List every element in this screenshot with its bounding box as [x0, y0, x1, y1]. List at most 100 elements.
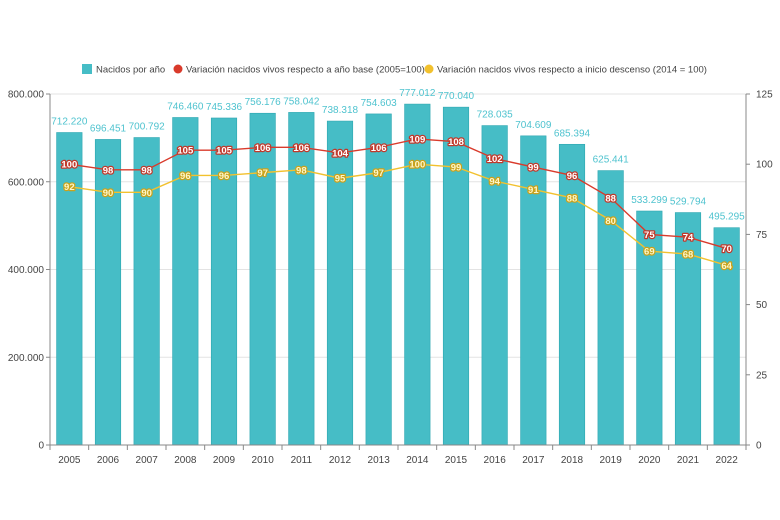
line-point-label: 74: [683, 233, 694, 244]
x-tick-label: 2009: [213, 455, 236, 466]
line-point: [106, 190, 110, 195]
bars: [56, 103, 740, 446]
line-point-label: 68: [683, 250, 694, 261]
x-tick-label: 2019: [600, 455, 623, 466]
bar: [56, 132, 83, 446]
bar: [326, 120, 354, 446]
x-tick-label: 2005: [58, 455, 81, 466]
bar-value-label: 529.794: [670, 197, 707, 208]
bar: [597, 170, 624, 446]
line-point-label: 70: [721, 244, 732, 255]
bar: [481, 125, 508, 446]
line-point: [183, 148, 188, 152]
line-point-label: 105: [216, 146, 233, 157]
line-point: [531, 187, 536, 192]
line-point-label: 109: [409, 134, 425, 145]
line-point: [492, 179, 497, 183]
left-axis: 0 200.000 400.000 600.000 800.000: [8, 90, 51, 452]
line-point: [454, 165, 458, 169]
line-point-label: 102: [487, 154, 503, 165]
bar-value-label: 712.220: [51, 117, 88, 128]
line-point: [608, 196, 613, 200]
line-point: [338, 151, 342, 155]
line-point-label: 98: [103, 165, 114, 176]
x-tick-label: 2014: [406, 455, 429, 466]
legend-label[interactable]: Nacidos por año: [96, 65, 165, 76]
bar: [404, 103, 431, 446]
lines: 100 98 98 105 105 106 106 104 106 109 108 102 99 96 88…: [60, 133, 734, 273]
right-tick-label: 75: [756, 230, 768, 241]
line-point-label: 95: [335, 174, 346, 185]
x-tick-label: 2015: [445, 455, 468, 466]
right-tick-label: 125: [756, 90, 773, 101]
legend[interactable]: Nacidos por año Variación nacidos vivos r…: [82, 64, 707, 76]
line-point: [144, 190, 149, 195]
line-point: [454, 139, 458, 144]
x-tick-label: 2013: [368, 455, 391, 466]
line-point: [260, 145, 265, 150]
x-tick-label: 2018: [561, 455, 584, 466]
line-point-label: 97: [373, 168, 384, 179]
legend-swatch-line-yellow[interactable]: [424, 64, 434, 74]
x-tick-label: 2016: [484, 455, 507, 466]
bar-value-label: 746.460: [167, 101, 204, 112]
line-point: [106, 168, 110, 172]
line-point-label: 64: [721, 261, 732, 272]
line-point: [608, 218, 613, 223]
line-point: [647, 249, 652, 254]
x-tick-label: 2007: [136, 455, 159, 466]
line-point: [144, 168, 149, 172]
line-point-label: 80: [605, 216, 616, 227]
line-point-label: 106: [371, 143, 387, 154]
line-series-1: [69, 138, 727, 250]
bar: [558, 143, 586, 446]
bar-value-label: 756.176: [245, 97, 282, 108]
legend-label[interactable]: Variación nacidos vivos respecto a año b…: [186, 65, 425, 76]
line-point-label: 69: [644, 247, 655, 258]
legend-swatch-line-red[interactable]: [173, 64, 183, 74]
bar-value-label: 696.451: [90, 123, 127, 134]
line-point-label: 106: [293, 143, 309, 154]
line-point-label: 96: [180, 171, 191, 182]
bar-value-label: 495.295: [709, 212, 746, 223]
bar-value-label: 704.609: [515, 120, 552, 131]
line-point-label: 105: [177, 146, 194, 157]
legend-label[interactable]: Variación nacidos vivos respecto a inici…: [437, 65, 707, 76]
x-tick-label: 2010: [252, 455, 275, 466]
x-tick-label: 2006: [97, 455, 120, 466]
line-point: [260, 170, 265, 175]
line-point-label: 104: [332, 148, 349, 159]
line-point: [415, 162, 420, 166]
line-point: [299, 168, 304, 172]
bar: [172, 117, 199, 446]
legend-swatch-bar[interactable]: [82, 64, 92, 74]
bar-value-label: 625.441: [593, 155, 630, 166]
line-point-label: 97: [257, 168, 268, 179]
line-point: [492, 156, 497, 161]
right-tick-label: 50: [756, 300, 768, 311]
line-point: [570, 173, 574, 178]
bar: [133, 137, 160, 446]
bar-value-label: 758.042: [283, 96, 320, 107]
bar: [674, 212, 702, 446]
x-tick-label: 2011: [291, 455, 313, 466]
x-tick-label: 2008: [174, 455, 197, 466]
left-tick-label: 200.000: [8, 353, 45, 364]
x-axis: 2005 2006 2007 2008 2009 2010 2011 2012 2013 2014…: [49, 444, 747, 466]
line-point-label: 106: [255, 143, 271, 154]
line-point-label: 99: [528, 163, 539, 174]
line-point-label: 90: [141, 188, 152, 199]
bar: [365, 113, 392, 446]
bar-value-label: 533.299: [631, 195, 668, 206]
bar: [442, 106, 470, 446]
bar-value-label: 685.394: [554, 128, 591, 139]
line-point: [415, 137, 420, 141]
left-tick-label: 600.000: [8, 177, 45, 188]
right-tick-label: 100: [756, 160, 773, 171]
line-point: [183, 173, 188, 178]
line-point-label: 88: [567, 193, 578, 204]
bar-value-label: 777.012: [399, 88, 436, 99]
bar-value-label: 745.336: [206, 102, 243, 113]
line-point: [531, 165, 536, 169]
